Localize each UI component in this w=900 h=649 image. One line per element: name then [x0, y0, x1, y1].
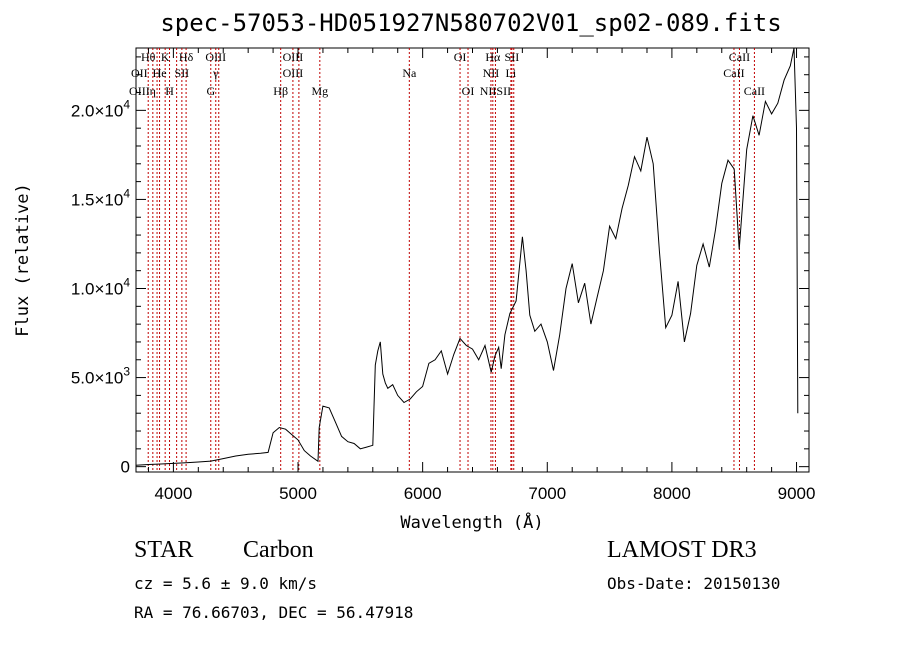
line-marker-label: Li	[506, 66, 517, 80]
line-marker-label: I	[158, 66, 162, 80]
line-marker-label: CaII	[723, 66, 744, 80]
line-marker-label: Hβ	[273, 84, 288, 98]
x-tick-label: 9000	[778, 484, 816, 503]
line-marker-label: Hδ	[179, 50, 194, 64]
line-marker-label: OIII	[283, 50, 304, 64]
line-markers	[147, 48, 755, 472]
line-marker-label: K	[161, 50, 170, 64]
line-marker-label: Na	[402, 66, 417, 80]
object-subclass: Carbon	[243, 537, 314, 563]
y-tick-label: 1.5×104	[71, 186, 130, 209]
x-tick-label: 7000	[528, 484, 566, 503]
line-marker-label: Mg	[311, 84, 328, 98]
line-marker-label: H	[165, 84, 174, 98]
y-tick-label: 0	[121, 458, 130, 477]
y-tick-label: 2.0×104	[71, 97, 130, 120]
x-tick-label: 5000	[279, 484, 317, 503]
coordinates: RA = 76.66703, DEC = 56.47918	[134, 603, 414, 622]
line-marker-label: CaII	[729, 50, 750, 64]
line-marker-label: NII	[483, 66, 500, 80]
line-marker-label: OIII	[205, 50, 226, 64]
line-marker-label: SII	[175, 66, 190, 80]
line-marker-label: Hα	[485, 50, 501, 64]
line-marker-label: η	[150, 84, 156, 98]
line-marker-label: CaII	[744, 84, 765, 98]
y-tick-label: 5.0×103	[71, 365, 130, 388]
line-marker-label: OIII	[283, 66, 304, 80]
line-marker-label: SII	[505, 50, 520, 64]
line-marker-label: γ	[212, 66, 219, 80]
survey-name: LAMOST DR3	[607, 537, 757, 563]
x-tick-label: 8000	[653, 484, 691, 503]
line-marker-label: OIII	[129, 84, 150, 98]
line-marker-label: He	[153, 66, 167, 80]
object-type: STAR	[134, 537, 194, 563]
x-axis: 4000 5000 6000 7000 8000 9000	[147, 48, 816, 503]
x-tick-label: 6000	[404, 484, 442, 503]
x-axis-label: Wavelength (Å)	[400, 511, 543, 533]
x-tick-label: 4000	[154, 484, 192, 503]
line-marker-label: OI	[454, 50, 467, 64]
plot-frame	[135, 47, 810, 473]
line-marker-label: Hθ	[141, 50, 156, 64]
obs-date: Obs-Date: 20150130	[607, 574, 781, 593]
line-marker-label: G	[206, 84, 215, 98]
y-axis: 0 5.0×103 1.0×104 1.5×104 2.0×104	[71, 56, 809, 477]
chart-title: spec-57053-HD051927N580702V01_sp02-089.f…	[160, 9, 781, 37]
redshift-info: cz = 5.6 ± 9.0 km/s	[134, 574, 318, 593]
line-marker-label: OII	[131, 66, 148, 80]
line-marker-label: OI	[462, 84, 475, 98]
spectrum-line	[135, 47, 799, 466]
y-tick-label: 1.0×104	[71, 276, 130, 299]
y-axis-label: Flux (relative)	[13, 183, 33, 337]
line-marker-label: NIISII	[480, 84, 511, 98]
